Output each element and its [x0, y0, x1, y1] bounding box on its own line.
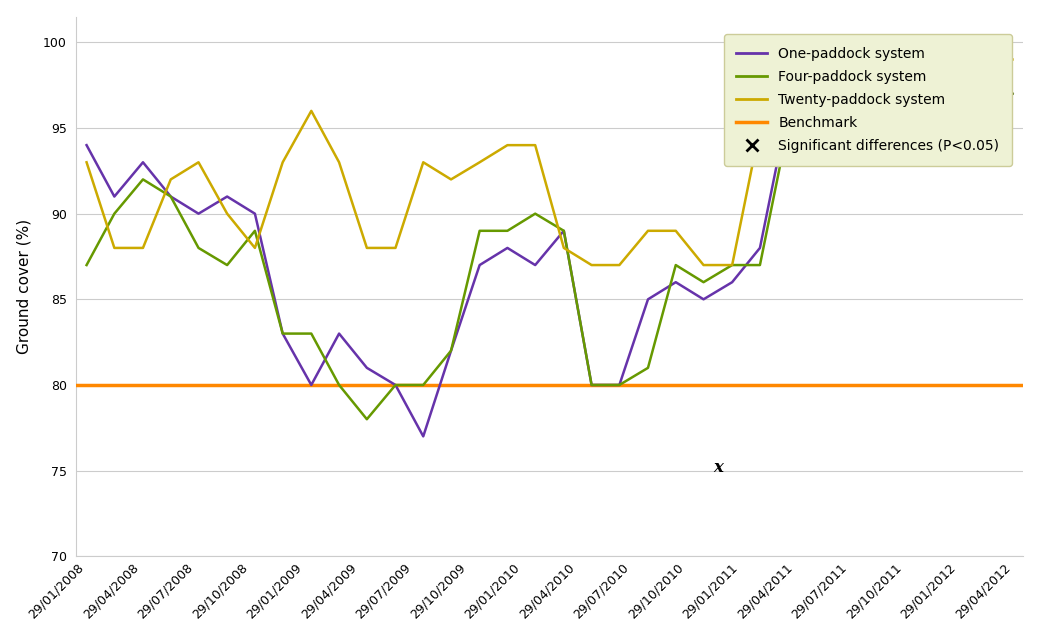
- Legend: One-paddock system, Four-paddock system, Twenty-paddock system, Benchmark, Signi: One-paddock system, Four-paddock system,…: [724, 34, 1012, 165]
- Text: x: x: [712, 459, 723, 476]
- Y-axis label: Ground cover (%): Ground cover (%): [17, 219, 31, 354]
